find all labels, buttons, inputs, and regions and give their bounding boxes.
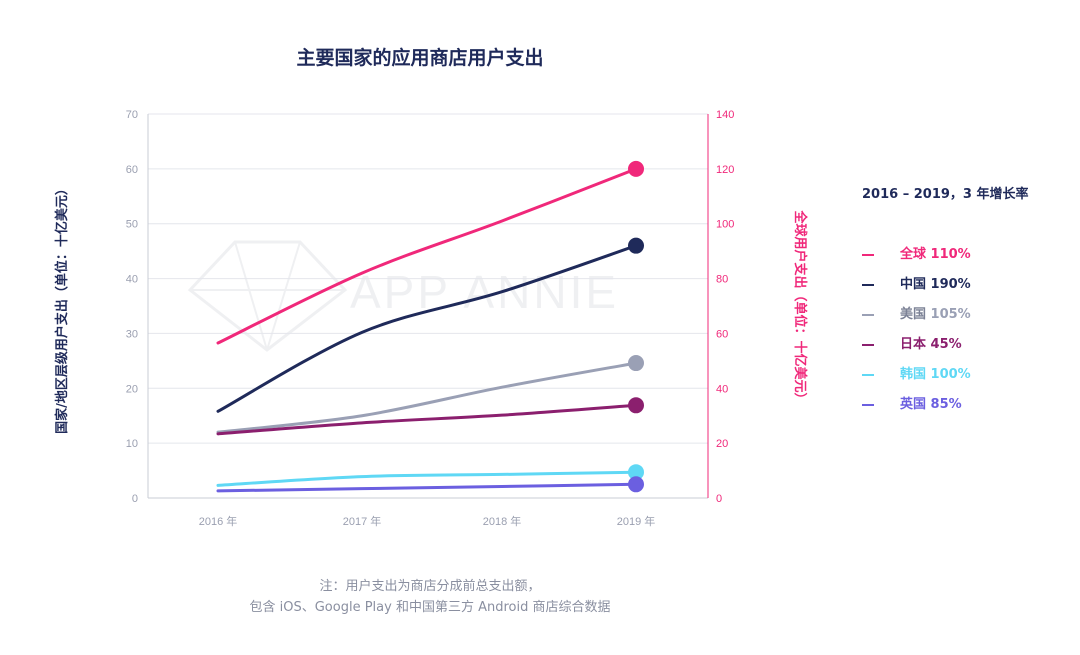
left-tick-label: 40 (126, 274, 138, 286)
legend-growth: 190% (930, 277, 971, 292)
right-tick-label: 140 (716, 109, 734, 121)
series-line-全球 (216, 167, 638, 345)
left-axis-label: 国家/地区层级用户支出（单位：十亿美元） (54, 182, 70, 434)
watermark-text: APP ANNIE (350, 266, 619, 318)
footnote-line-2: 包含 iOS、Google Play 和中国第三方 Android 商店综合数据 (249, 600, 611, 615)
series-line-日本 (216, 403, 638, 436)
left-tick-label: 10 (126, 438, 138, 450)
series-endpoint-韩国 (628, 464, 644, 481)
legend-item: 英国 85% (862, 393, 962, 412)
legend-growth: 85% (930, 397, 962, 412)
x-tick-label: 2018 年 (483, 514, 522, 528)
series-endpoint-日本 (628, 397, 644, 414)
legend-swatch (862, 373, 874, 376)
legend-country: 全球 (900, 247, 931, 262)
footnote: 注：用户支出为商店分成前总支出额， 包含 iOS、Google Play 和中国… (0, 576, 860, 618)
right-axis-label: 全球用户支出（单位：十亿美元） (792, 209, 808, 405)
series-line-英国 (216, 482, 638, 493)
legend-growth: 110% (930, 247, 971, 262)
x-tick-label: 2016 年 (199, 514, 238, 528)
legend-growth: 105% (930, 307, 971, 322)
legend-country: 日本 (900, 337, 931, 352)
chart-title: 主要国家的应用商店用户支出 (296, 47, 544, 69)
legend-growth: 100% (930, 367, 971, 382)
legend-swatch (862, 403, 874, 406)
footnote-line-1: 注：用户支出为商店分成前总支出额， (319, 579, 541, 594)
app-annie-watermark: APP ANNIE (187, 240, 619, 352)
legend-country: 中国 (900, 277, 931, 292)
legend-country: 美国 (900, 307, 931, 322)
legend-item: 美国 105% (862, 303, 971, 322)
series-line-中国 (216, 244, 638, 413)
legend-swatch (862, 253, 874, 256)
series-endpoint-美国 (628, 355, 644, 372)
series-line-韩国 (216, 470, 638, 487)
left-tick-label: 60 (126, 164, 138, 176)
legend-title: 2016 – 2019，3 年增长率 (862, 187, 1029, 202)
legend: 2016 – 2019，3 年增长率 全球 110% 中国 190% 美国 105%… (862, 183, 1072, 412)
right-tick-label: 0 (716, 493, 722, 505)
legend-country: 韩国 (900, 367, 931, 382)
series-endpoint-英国 (628, 476, 644, 493)
legend-item: 日本 45% (862, 333, 962, 352)
right-tick-label: 80 (716, 274, 728, 286)
left-tick-label: 50 (126, 219, 138, 231)
legend-item: 全球 110% (862, 243, 971, 262)
legend-item: 韩国 100% (862, 363, 971, 382)
legend-swatch (862, 313, 874, 316)
right-tick-label: 120 (716, 164, 734, 176)
x-tick-label: 2017 年 (343, 514, 382, 528)
legend-country: 英国 (900, 397, 931, 412)
legend-item: 中国 190% (862, 273, 971, 292)
right-tick-label: 40 (716, 383, 728, 395)
legend-growth: 45% (930, 337, 962, 352)
left-tick-label: 0 (132, 493, 138, 505)
right-tick-label: 100 (716, 219, 734, 231)
series-endpoint-全球 (628, 160, 644, 177)
right-tick-label: 20 (716, 438, 728, 450)
left-tick-label: 20 (126, 383, 138, 395)
legend-swatch (862, 343, 874, 346)
left-tick-label: 70 (126, 109, 138, 121)
x-tick-label: 2019 年 (617, 514, 656, 528)
right-tick-label: 60 (716, 328, 728, 340)
legend-swatch (862, 283, 874, 286)
left-tick-label: 30 (126, 328, 138, 340)
series-endpoint-中国 (628, 237, 644, 254)
series-line-美国 (216, 361, 638, 434)
